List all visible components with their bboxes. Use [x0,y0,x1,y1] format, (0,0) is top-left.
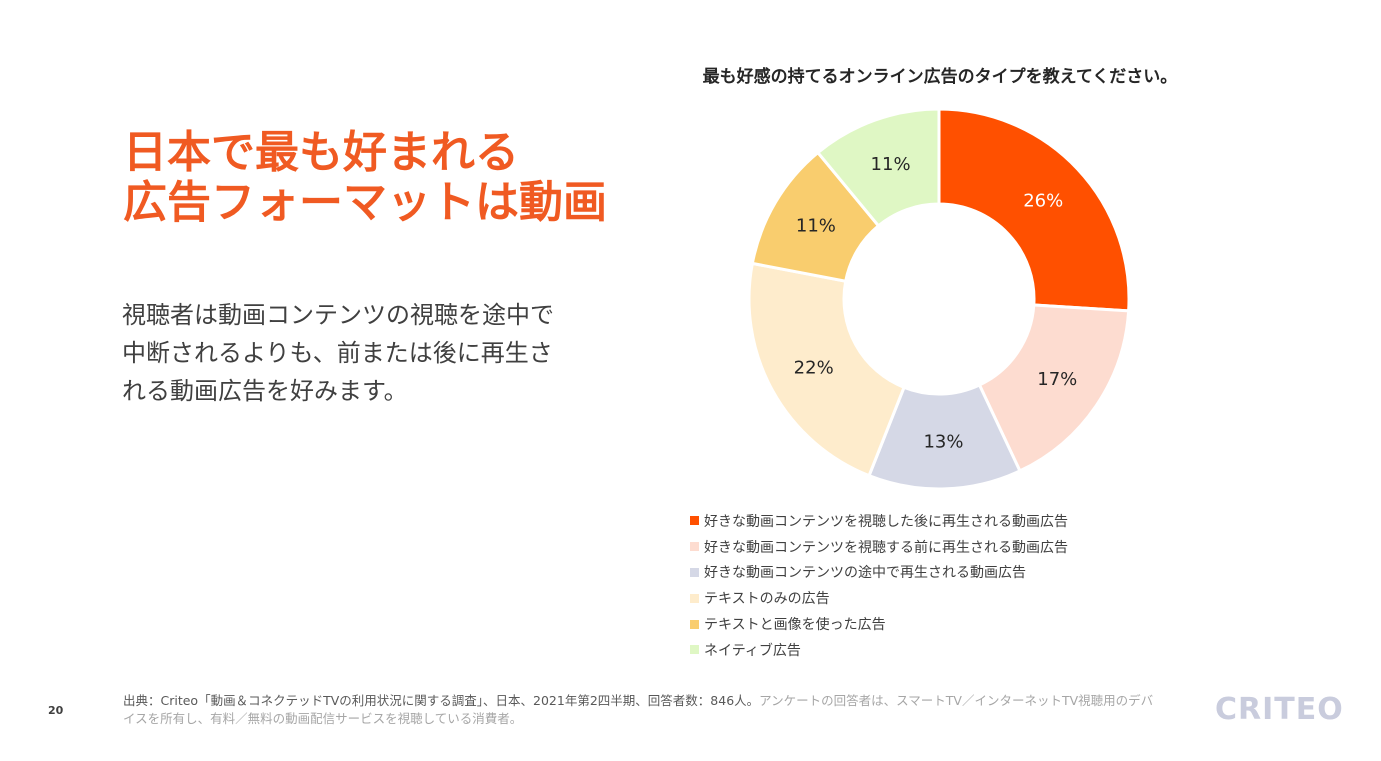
body-line-1: 視聴者は動画コンテンツの視聴を途中で [122,301,554,329]
legend-swatch [690,542,699,552]
donut-slice-6 [815,107,941,228]
legend-swatch [690,619,699,629]
source-main: 出典：Criteo「動画＆コネクテッドTVの利用状況に関する調査」、日本、202… [123,693,760,708]
legend-label: 好きな動画コンテンツの途中で再生される動画広告 [704,565,1026,582]
legend-swatch [690,645,699,655]
legend-item-5: テキストと画像を使った広告 [690,611,1068,637]
legend-swatch [690,516,699,526]
donut-data-label-3: 13% [923,431,963,452]
donut-slice-4 [747,261,906,478]
page-headline: 日本で最も好まれる 広告フォーマットは動画 [123,128,683,228]
body-line-3: れる動画広告を好みます。 [122,377,408,405]
page-number: 20 [48,704,64,717]
donut-slice-1 [937,107,1131,313]
donut-data-label-6: 11% [871,154,911,175]
legend-item-6: ネイティブ広告 [690,637,1068,663]
donut-chart: 26% 17% 13% 22% 11% 11% [747,107,1131,491]
headline-line-1: 日本で最も好まれる [123,127,519,178]
legend-swatch [690,593,699,603]
legend-label: ネイティブ広告 [704,642,801,659]
donut-data-label-4: 22% [794,357,834,378]
body-line-2: 中断されるよりも、前または後に再生さ [122,339,553,367]
donut-data-label-2: 17% [1037,369,1077,390]
legend-swatch [690,567,699,577]
chart-legend: 好きな動画コンテンツを視聴した後に再生される動画広告 好きな動画コンテンツを視聴す… [690,508,1068,663]
source-respondent-note: アンケートの回答者は、スマートTV／インターネットTV視聴用のデバイスを所有し、… [123,693,1154,726]
criteo-logo: CRITEO [1215,692,1344,727]
legend-item-1: 好きな動画コンテンツを視聴した後に再生される動画広告 [690,508,1068,534]
source-note: 出典：Criteo「動画＆コネクテッドTVの利用状況に関する調査」、日本、202… [123,692,1163,728]
chart-title: 最も好感の持てるオンライン広告のタイプを教えてください。 [702,67,1178,87]
donut-data-label-5: 11% [796,216,836,237]
headline-line-2: 広告フォーマットは動画 [123,177,607,228]
legend-label: 好きな動画コンテンツを視聴した後に再生される動画広告 [704,513,1068,530]
donut-slice-2 [977,303,1131,473]
donut-data-label-1: 26% [1023,191,1063,212]
body-text: 視聴者は動画コンテンツの視聴を途中で 中断されるよりも、前または後に再生さ れる… [122,296,622,410]
legend-label: テキストのみの広告 [704,591,830,608]
legend-item-3: 好きな動画コンテンツの途中で再生される動画広告 [690,560,1068,586]
legend-label: テキストと画像を使った広告 [704,617,886,634]
legend-label: 好きな動画コンテンツを視聴する前に再生される動画広告 [704,539,1068,556]
legend-item-4: テキストのみの広告 [690,585,1068,611]
legend-item-2: 好きな動画コンテンツを視聴する前に再生される動画広告 [690,534,1068,560]
